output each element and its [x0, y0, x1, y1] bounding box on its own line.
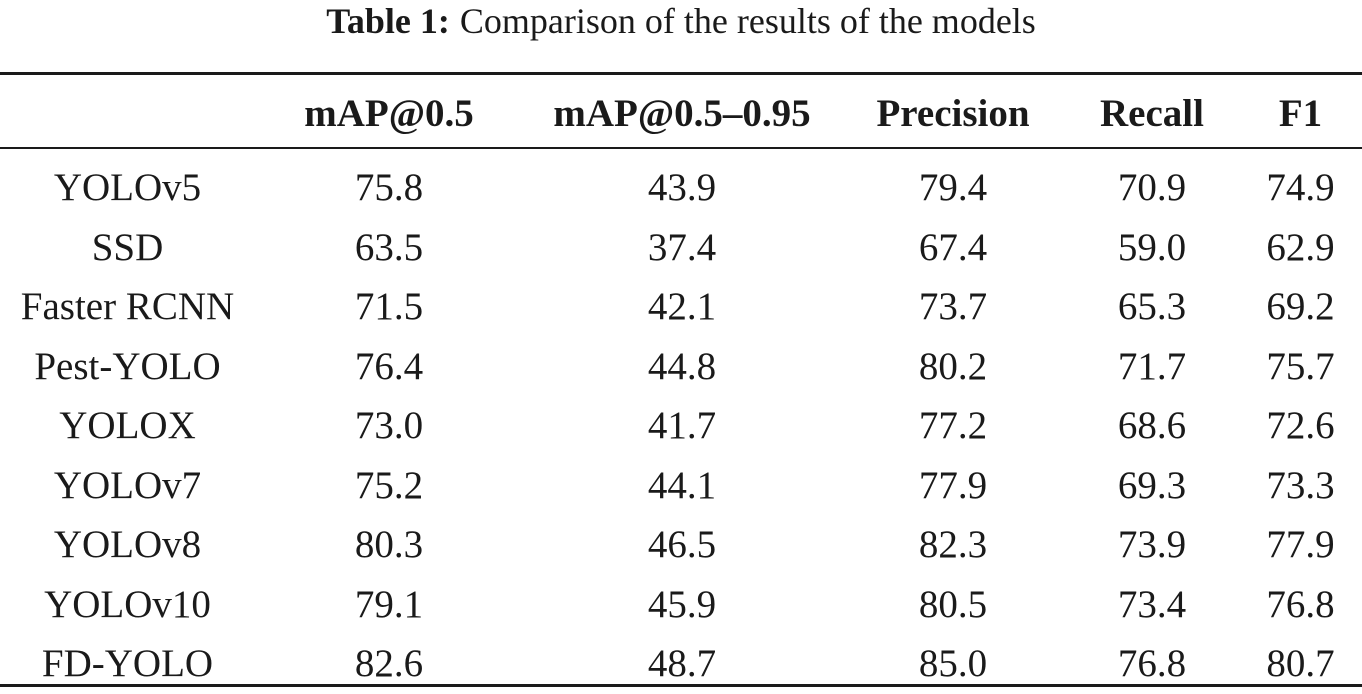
header-row: mAP@0.5 mAP@0.5–0.95 Precision Recall F1 — [0, 75, 1362, 150]
cell-map50: 63.5 — [354, 225, 424, 269]
table-row: YOLOv8 80.3 46.5 82.3 73.9 77.9 — [0, 515, 1362, 575]
cell-recall: 71.7 — [1117, 344, 1187, 388]
table-row: YOLOX 73.0 41.7 77.2 68.6 72.6 — [0, 396, 1362, 456]
cell-map50: 80.3 — [354, 523, 424, 567]
cell-map50: 76.4 — [354, 344, 424, 388]
cell-recall: 73.9 — [1117, 523, 1187, 567]
table-caption: Table 1: Comparison of the results of the… — [0, 0, 1362, 50]
cell-map50: 82.6 — [354, 642, 424, 686]
cell-f1: 69.2 — [1266, 285, 1335, 329]
cell-precision: 73.7 — [918, 285, 988, 329]
header-recall: Recall — [1100, 92, 1204, 135]
cell-map50-95: 44.1 — [647, 463, 717, 507]
cell-model: Faster RCNN — [20, 285, 235, 329]
caption-text: Comparison of the results of the models — [459, 1, 1036, 41]
cell-model: YOLOX — [59, 404, 196, 448]
cell-recall: 68.6 — [1117, 404, 1187, 448]
cell-model: FD-YOLO — [41, 642, 214, 686]
cell-recall: 69.3 — [1117, 463, 1187, 507]
cell-map50-95: 42.1 — [647, 285, 717, 329]
header-precision: Precision — [876, 92, 1030, 135]
header-f1: F1 — [1278, 92, 1323, 135]
header-map50: mAP@0.5 — [304, 92, 474, 135]
top-rule — [0, 72, 1362, 75]
cell-f1: 62.9 — [1266, 225, 1335, 269]
cell-model: SSD — [91, 225, 164, 269]
cell-f1: 73.3 — [1266, 463, 1335, 507]
cell-map50: 79.1 — [354, 582, 424, 626]
cell-model: YOLOv8 — [53, 523, 202, 567]
cell-map50-95: 44.8 — [647, 344, 717, 388]
cell-precision: 67.4 — [918, 225, 988, 269]
cell-recall: 73.4 — [1117, 582, 1187, 626]
cell-precision: 77.2 — [918, 404, 988, 448]
cell-recall: 70.9 — [1117, 166, 1187, 210]
header-rule — [0, 147, 1362, 149]
cell-map50-95: 48.7 — [647, 642, 717, 686]
cell-precision: 80.2 — [918, 344, 988, 388]
cell-model: YOLOv7 — [53, 463, 202, 507]
cell-map50-95: 43.9 — [647, 166, 717, 210]
bottom-rule — [0, 684, 1362, 687]
cell-map50: 75.8 — [354, 166, 424, 210]
cell-recall: 59.0 — [1117, 225, 1187, 269]
table-row: Pest-YOLO 76.4 44.8 80.2 71.7 75.7 — [0, 337, 1362, 397]
cell-recall: 65.3 — [1117, 285, 1187, 329]
table-row: SSD 63.5 37.4 67.4 59.0 62.9 — [0, 218, 1362, 278]
cell-map50-95: 45.9 — [647, 582, 717, 626]
cell-model: YOLOv5 — [53, 166, 202, 210]
cell-model: YOLOv10 — [44, 582, 211, 626]
cell-map50: 73.0 — [354, 404, 424, 448]
table-row: FD-YOLO 82.6 48.7 85.0 76.8 80.7 — [0, 634, 1362, 694]
cell-map50-95: 46.5 — [647, 523, 717, 567]
table-row: Faster RCNN 71.5 42.1 73.7 65.3 69.2 — [0, 277, 1362, 337]
cell-precision: 80.5 — [918, 582, 988, 626]
cell-map50: 71.5 — [354, 285, 424, 329]
header-model — [0, 75, 255, 150]
table-row: YOLOv7 75.2 44.1 77.9 69.3 73.3 — [0, 456, 1362, 516]
cell-precision: 85.0 — [918, 642, 988, 686]
cell-recall: 76.8 — [1117, 642, 1187, 686]
results-table: mAP@0.5 mAP@0.5–0.95 Precision Recall F1… — [0, 75, 1362, 694]
cell-map50-95: 41.7 — [647, 404, 717, 448]
table-row: YOLOv5 75.8 43.9 79.4 70.9 74.9 — [0, 150, 1362, 218]
cell-f1: 77.9 — [1266, 523, 1335, 567]
caption-label: Table 1: — [326, 1, 450, 41]
cell-precision: 77.9 — [918, 463, 988, 507]
header-map50-95: mAP@0.5–0.95 — [553, 92, 811, 135]
table-row: YOLOv10 79.1 45.9 80.5 73.4 76.8 — [0, 575, 1362, 635]
cell-f1: 72.6 — [1266, 404, 1335, 448]
cell-f1: 76.8 — [1266, 582, 1335, 626]
cell-model: Pest-YOLO — [34, 344, 221, 388]
cell-map50: 75.2 — [354, 463, 424, 507]
cell-map50-95: 37.4 — [647, 225, 717, 269]
cell-f1: 75.7 — [1266, 344, 1335, 388]
cell-f1: 80.7 — [1266, 642, 1335, 686]
cell-f1: 74.9 — [1266, 166, 1335, 210]
cell-precision: 79.4 — [918, 166, 988, 210]
cell-precision: 82.3 — [918, 523, 988, 567]
